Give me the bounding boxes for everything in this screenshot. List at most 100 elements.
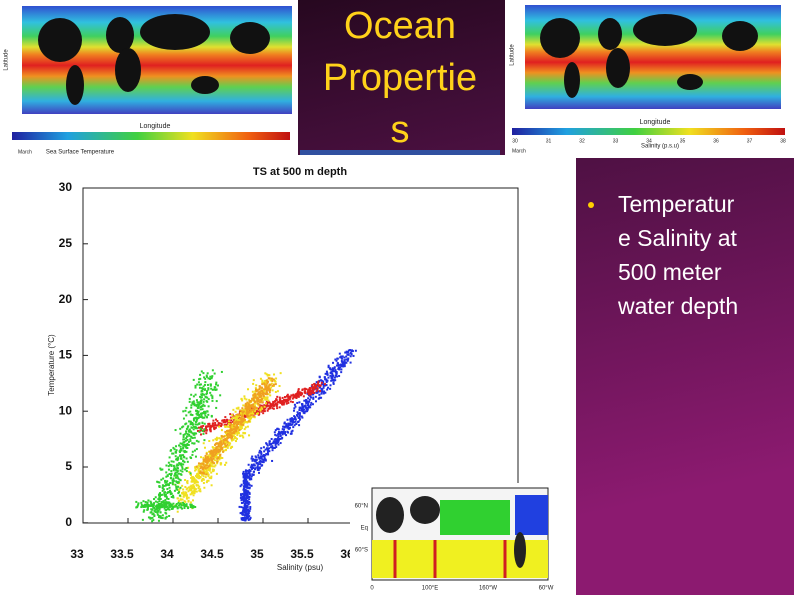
scatter-dot — [256, 462, 258, 464]
scatter-dot — [324, 376, 326, 378]
scatter-dot — [294, 424, 296, 426]
scatter-dot — [298, 417, 300, 419]
scatter-dot — [331, 374, 333, 376]
scatter-dot — [221, 420, 223, 422]
axis-label: Latitude — [510, 44, 516, 66]
scatter-dot — [224, 425, 226, 427]
scatter-dot — [197, 487, 199, 489]
scatter-dot — [304, 390, 306, 392]
scatter-dot — [249, 502, 251, 504]
scatter-dot — [315, 400, 317, 402]
scatter-dot — [338, 375, 340, 377]
scatter-dot — [242, 518, 244, 520]
scatter-dot — [190, 501, 192, 503]
scatter-dot — [257, 404, 259, 406]
scatter-dot — [350, 362, 352, 364]
scatter-dot — [269, 407, 271, 409]
scatter-dot — [254, 459, 256, 461]
scatter-dot — [186, 497, 188, 499]
scatter-dot — [303, 395, 305, 397]
scatter-dot — [339, 366, 341, 368]
scatter-dot — [289, 396, 291, 398]
axis-label: Latitude — [4, 49, 10, 71]
scatter-dot — [260, 447, 262, 449]
scatter-dot — [269, 394, 271, 396]
scatter-dot — [213, 470, 215, 472]
scatter-dot — [278, 435, 280, 437]
scatter-dot — [178, 500, 180, 502]
scatter-dot — [258, 452, 260, 454]
scatter-dot — [319, 376, 321, 378]
scatter-dot — [267, 445, 269, 447]
scatter-dot — [286, 431, 288, 433]
scatter-dot — [257, 465, 259, 467]
scatter-dot — [292, 426, 294, 428]
scatter-dot — [318, 394, 320, 396]
scatter-dot — [242, 432, 244, 434]
scatter-dot — [283, 429, 285, 431]
scatter-dot — [264, 410, 266, 412]
title-rule — [300, 150, 500, 155]
scatter-dot — [257, 454, 259, 456]
scatter-dot — [224, 416, 226, 418]
scatter-dot — [294, 417, 296, 419]
scatter-dot — [299, 415, 301, 417]
scatter-dot — [331, 377, 333, 379]
scatter-dot — [209, 468, 211, 470]
scatter-dot — [271, 438, 273, 440]
scatter-dot — [182, 488, 184, 490]
scatter-dot — [284, 399, 286, 401]
scatter-dot — [205, 427, 207, 429]
scatter-dot — [301, 405, 303, 407]
scatter-dot — [205, 432, 207, 434]
scatter-dot — [271, 445, 273, 447]
scatter-dot — [263, 446, 265, 448]
scatter-dot — [195, 479, 197, 481]
scatter-dot — [183, 494, 185, 496]
scatter-dot — [203, 487, 205, 489]
scatter-dot — [277, 390, 279, 392]
scatter-dot — [330, 384, 332, 386]
scatter-dot — [350, 355, 352, 357]
title-line: Ocean — [344, 5, 456, 47]
scatter-dot — [252, 383, 254, 385]
scatter-dot — [304, 405, 306, 407]
scatter-dot — [193, 494, 195, 496]
scatter-dot — [193, 488, 195, 490]
scatter-dot — [303, 400, 305, 402]
scatter-dot — [294, 404, 296, 406]
scatter-dot — [293, 415, 295, 417]
scatter-dot — [341, 360, 343, 362]
scatter-dot — [327, 387, 329, 389]
scatter-dot — [325, 373, 327, 375]
scatter-dot — [241, 496, 243, 498]
scatter-dot — [302, 388, 304, 390]
scatter-dot — [344, 365, 346, 367]
scatter-dot — [267, 452, 269, 454]
scatter-dot — [265, 442, 267, 444]
scatter-dot — [279, 406, 281, 408]
scatter-dot — [246, 502, 248, 504]
scatter-dot — [247, 510, 249, 512]
scatter-dot — [288, 428, 290, 430]
scatter-dot — [245, 512, 247, 514]
scatter-dot — [177, 511, 179, 513]
scatter-dot — [310, 396, 312, 398]
scatter-dot — [231, 414, 233, 416]
scatter-dot — [340, 368, 342, 370]
scatter-dot — [297, 413, 299, 415]
scatter-dot — [267, 400, 269, 402]
scatter-dot — [307, 403, 309, 405]
scatter-dot — [229, 442, 231, 444]
scatter-dot — [335, 371, 337, 373]
scatter-dot — [251, 475, 253, 477]
scatter-dot — [330, 369, 332, 371]
scatter-dot — [309, 387, 311, 389]
scatter-dot — [253, 471, 255, 473]
scatter-dot — [296, 402, 298, 404]
scatter-dot — [188, 497, 190, 499]
scatter-dot — [308, 401, 310, 403]
scatter-dot — [208, 423, 210, 425]
scatter-dot — [312, 387, 314, 389]
scatter-dot — [261, 380, 263, 382]
